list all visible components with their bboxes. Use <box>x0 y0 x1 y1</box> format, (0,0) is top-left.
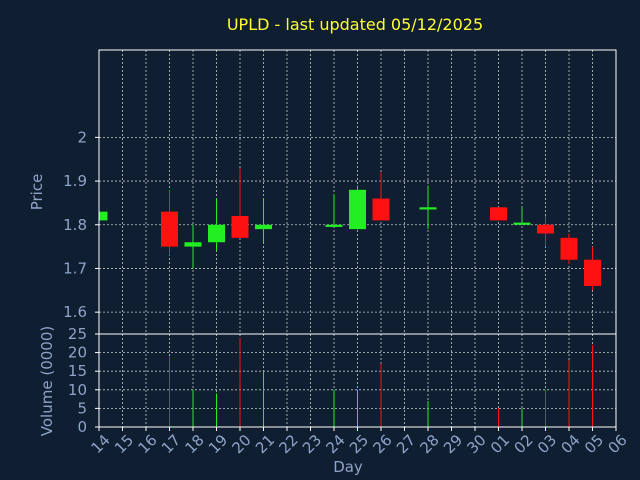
candle-body <box>419 207 437 210</box>
price-y-tick-label: 1.9 <box>63 172 87 190</box>
x-tick-label: 17 <box>158 431 184 457</box>
candle-body <box>231 216 249 238</box>
price-y-tick-label: 1.8 <box>63 216 87 234</box>
x-tick-label: 06 <box>605 431 631 457</box>
candle-body <box>584 259 601 286</box>
x-tick-label: 22 <box>276 431 302 457</box>
x-tick-label: 19 <box>205 431 231 457</box>
candle-body <box>372 198 390 221</box>
volume-y-tick-label: 15 <box>68 362 87 380</box>
price-y-tick-label: 1.7 <box>63 259 87 277</box>
volume-axis-label: Volume (0000) <box>38 326 56 436</box>
price-candles <box>98 167 601 291</box>
candle-body <box>161 211 178 247</box>
x-tick-label: 14 <box>88 431 114 457</box>
price-y-ticks: 1.6 1.7 1.8 1.9 2 <box>63 128 99 321</box>
candle-body <box>184 242 202 247</box>
x-tick-label: 16 <box>135 431 161 457</box>
volume-y-tick-label: 0 <box>77 418 87 436</box>
volume-y-tick-label: 20 <box>68 344 87 362</box>
candle-body <box>99 211 108 221</box>
x-tick-label: 23 <box>299 431 325 457</box>
candle-body <box>325 224 343 227</box>
x-tick-label: 02 <box>511 431 537 457</box>
x-tick-label: 24 <box>323 431 349 457</box>
x-tick-label: 04 <box>558 431 584 457</box>
candle-body <box>208 224 225 243</box>
x-tick-label: 27 <box>393 431 419 457</box>
x-axis-label: Day <box>333 458 363 476</box>
x-ticks: 1415161718192021222324252627282930010203… <box>88 427 631 457</box>
x-tick-label: 26 <box>370 431 396 457</box>
volume-y-tick-label: 10 <box>68 381 87 399</box>
x-tick-label: 30 <box>464 431 490 457</box>
x-tick-label: 01 <box>487 431 513 457</box>
candle-body <box>349 189 366 230</box>
candle-body <box>255 224 272 230</box>
candle-body <box>537 224 554 234</box>
x-tick-label: 29 <box>440 431 466 457</box>
x-tick-label: 28 <box>417 431 443 457</box>
candle-body <box>560 237 578 260</box>
volume-bars <box>169 337 593 427</box>
x-tick-label: 21 <box>252 431 278 457</box>
price-axis-label: Price <box>28 174 46 211</box>
candle-body <box>490 207 507 221</box>
candle-body <box>513 222 531 225</box>
chart-title: UPLD - last updated 05/12/2025 <box>227 15 483 34</box>
x-tick-label: 03 <box>534 431 560 457</box>
x-tick-label: 20 <box>229 431 255 457</box>
price-y-tick-label: 1.6 <box>63 303 87 321</box>
x-tick-label: 05 <box>581 431 607 457</box>
x-tick-label: 15 <box>111 431 137 457</box>
x-tick-label: 25 <box>346 431 372 457</box>
volume-y-tick-label: 5 <box>77 399 87 417</box>
volume-y-tick-label: 25 <box>68 325 87 343</box>
price-y-tick-label: 2 <box>77 128 87 146</box>
x-tick-label: 18 <box>182 431 208 457</box>
